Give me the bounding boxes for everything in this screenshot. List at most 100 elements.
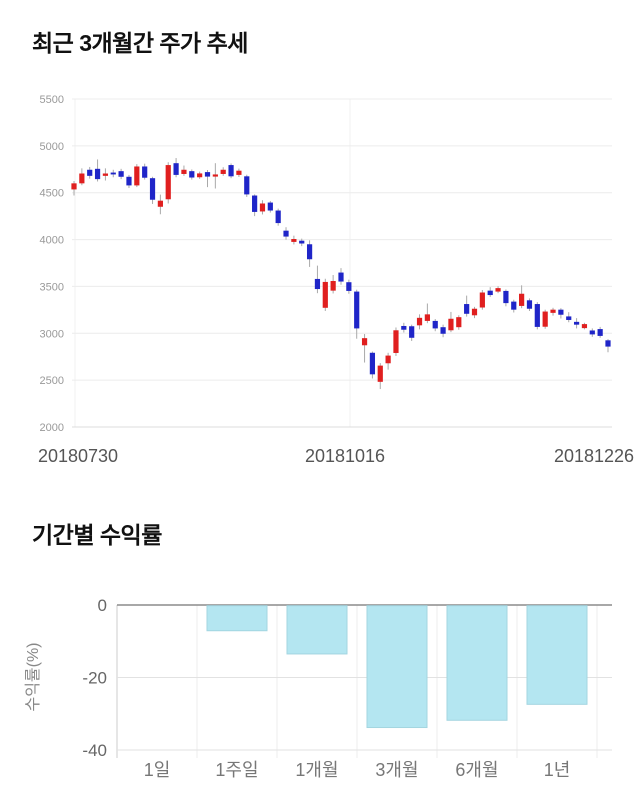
y-tick-label: -20: [82, 669, 107, 688]
candle-up: [134, 166, 140, 186]
candle-down: [306, 244, 313, 260]
candle-up: [385, 355, 391, 364]
candle-down: [94, 168, 101, 180]
candle-down: [267, 202, 273, 211]
candle-down: [283, 230, 289, 237]
candle-up: [495, 288, 501, 292]
x-tick-label: 20181016: [305, 446, 385, 466]
candle-up: [393, 330, 399, 353]
candle-up: [79, 173, 85, 184]
return-bar: [446, 605, 508, 721]
candle-down: [314, 278, 321, 290]
candle-down: [573, 321, 580, 325]
candle-down: [189, 171, 195, 178]
candle-down: [346, 282, 352, 291]
candle-down: [409, 326, 415, 338]
price-chart-title: 최근 3개월간 주가 추세: [32, 30, 248, 56]
y-tick-label: -40: [82, 741, 107, 760]
candle-up: [330, 280, 336, 291]
candle-up: [291, 239, 297, 242]
candle-up: [181, 169, 187, 174]
candle-down: [338, 272, 344, 282]
candle-up: [259, 203, 266, 212]
candle-up: [471, 308, 478, 316]
candle-down: [149, 178, 156, 200]
candle-up: [416, 317, 423, 326]
candle-down: [432, 320, 438, 329]
candle-up: [220, 169, 226, 174]
candle-down: [558, 309, 564, 315]
candle-down: [244, 176, 250, 195]
y-tick-label: 5000: [40, 141, 64, 153]
candle-up: [542, 311, 548, 327]
candle-up: [377, 365, 383, 382]
y-tick-label: 0: [98, 596, 107, 615]
candle-down: [464, 304, 470, 314]
candle-down: [126, 176, 132, 186]
candles-group: [71, 158, 611, 390]
candle-down: [110, 172, 116, 175]
candle-down: [401, 325, 407, 330]
x-category-label: 1개월: [295, 760, 338, 780]
y-tick-label: 2000: [40, 422, 64, 434]
x-tick-label: 20181226: [554, 446, 634, 466]
returns-bar-chart: 0 -20 -40 1일 1주일 1개월 3개월 6개월 1년 수익률(%): [24, 596, 612, 780]
y-tick-label: 2500: [40, 375, 64, 387]
candle-down: [440, 327, 446, 334]
candle-up: [361, 338, 368, 346]
x-category-label: 6개월: [455, 760, 498, 780]
candle-down: [87, 169, 93, 176]
return-bar: [206, 605, 268, 632]
y-tick-label: 4000: [40, 235, 64, 247]
candle-down: [204, 172, 211, 177]
bars-group: [206, 605, 588, 729]
return-bar: [366, 605, 428, 729]
x-category-label: 1년: [544, 760, 571, 780]
candle-up: [479, 292, 485, 308]
candle-up: [456, 317, 462, 328]
returns-chart-title: 기간별 수익률: [32, 522, 162, 548]
candle-up: [212, 174, 218, 177]
candle-down: [173, 163, 179, 175]
candle-down: [118, 171, 124, 177]
candle-down: [369, 352, 376, 375]
candle-down: [589, 330, 595, 335]
candle-up: [102, 173, 109, 176]
candle-up: [448, 318, 454, 331]
y-tick-label: 5500: [40, 94, 64, 106]
candle-down: [534, 304, 540, 327]
x-category-label: 1일: [144, 760, 171, 780]
candle-down: [511, 301, 517, 310]
candle-up: [165, 165, 171, 200]
x-category-label: 3개월: [375, 760, 418, 780]
candle-up: [197, 173, 203, 178]
candle-up: [322, 281, 328, 308]
candle-up: [550, 309, 556, 313]
candle-down: [526, 300, 533, 309]
candle-down: [275, 210, 281, 224]
return-bar: [526, 605, 588, 705]
candle-down: [503, 290, 509, 304]
y-tick-label: 3500: [40, 281, 64, 293]
candle-down: [597, 329, 603, 336]
candle-up: [236, 170, 242, 175]
y-tick-label: 3000: [40, 328, 64, 340]
candle-down: [299, 240, 305, 244]
candle-up: [71, 183, 77, 190]
price-candlestick-chart: 5500 5000 4500 4000 3500 3000 2500 2000 20180730…: [38, 94, 634, 466]
y-tick-label: 4500: [40, 188, 64, 200]
candle-down: [228, 165, 234, 177]
candle-up: [424, 314, 430, 321]
x-tick-label: 20180730: [38, 446, 118, 466]
candle-up: [581, 324, 588, 329]
candle-up: [519, 293, 525, 306]
return-bar: [286, 605, 348, 655]
candle-up: [157, 200, 163, 207]
x-category-label: 1주일: [215, 760, 258, 780]
candle-down: [252, 195, 258, 212]
candle-down: [142, 166, 148, 178]
candle-down: [605, 340, 611, 347]
y-axis-title: 수익률(%): [24, 642, 42, 711]
candle-down: [566, 316, 572, 320]
